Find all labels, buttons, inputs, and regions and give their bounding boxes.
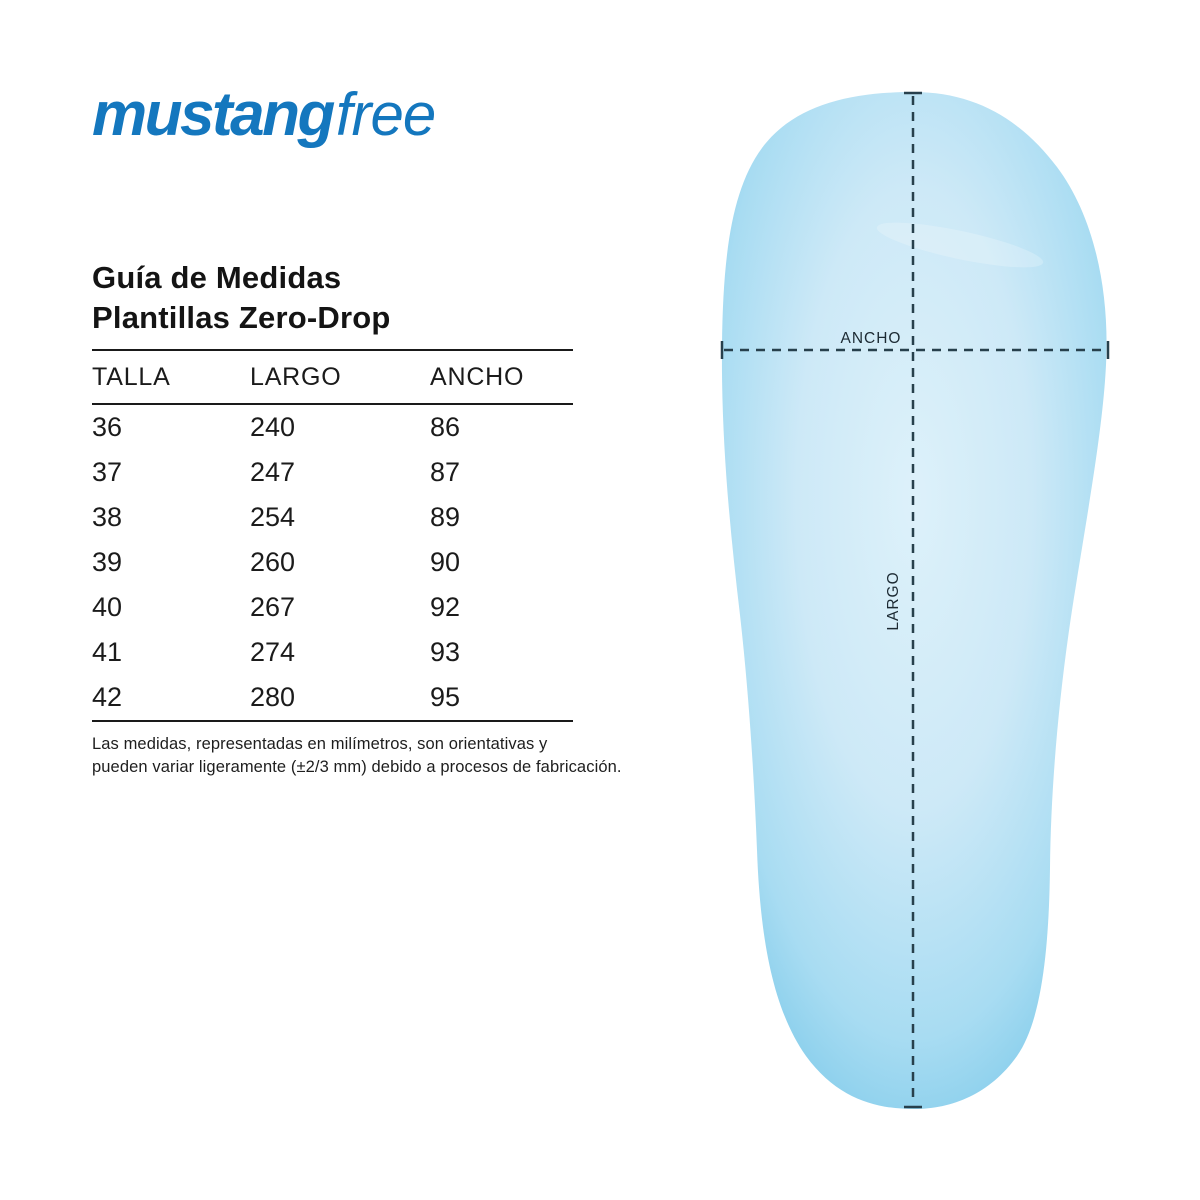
size-table-header-row: TALLA LARGO ANCHO	[92, 350, 573, 404]
cell-largo: 254	[250, 502, 296, 532]
column-header-largo: LARGO	[250, 362, 342, 391]
cell-talla: 40	[92, 592, 123, 622]
column-header-ancho: ANCHO	[430, 362, 525, 391]
measurement-disclaimer-line2: pueden variar ligeramente (±2/3 mm) debi…	[92, 758, 622, 776]
size-table: TALLA LARGO ANCHO 36 240 86 37 247 87 38…	[92, 349, 573, 722]
cell-talla: 42	[92, 682, 123, 712]
table-row: 39 260 90	[92, 540, 573, 585]
cell-ancho: 90	[430, 547, 461, 577]
dimension-end-ticks	[720, 91, 1110, 1109]
brand-logo: mustangfree	[92, 81, 436, 148]
cell-largo: 240	[250, 412, 296, 442]
cell-talla: 39	[92, 547, 123, 577]
column-header-talla: TALLA	[92, 362, 171, 391]
measurement-disclaimer-line1: Las medidas, representadas en milímetros…	[92, 735, 548, 753]
table-row: 41 274 93	[92, 630, 573, 675]
measurement-disclaimer: Las medidas, representadas en milímetros…	[92, 733, 622, 779]
cell-ancho: 86	[430, 412, 461, 442]
page-title-line2: Plantillas Zero-Drop	[92, 300, 391, 335]
cell-talla: 37	[92, 457, 123, 487]
cell-largo: 274	[250, 637, 296, 667]
cell-ancho: 93	[430, 637, 461, 667]
table-row: 42 280 95	[92, 675, 573, 721]
page-title: Guía de Medidas Plantillas Zero-Drop	[92, 258, 391, 338]
ancho-label: ANCHO	[841, 330, 902, 347]
page-title-line1: Guía de Medidas	[92, 260, 342, 295]
table-row: 40 267 92	[92, 585, 573, 630]
cell-largo: 267	[250, 592, 296, 622]
table-row: 36 240 86	[92, 404, 573, 450]
cell-talla: 36	[92, 412, 123, 442]
cell-ancho: 95	[430, 682, 461, 712]
largo-label: LARGO	[885, 571, 902, 630]
cell-ancho: 89	[430, 502, 461, 532]
brand-logo-bold: mustang	[92, 80, 335, 149]
cell-ancho: 92	[430, 592, 461, 622]
cell-talla: 38	[92, 502, 123, 532]
brand-logo-light: free	[335, 81, 436, 148]
insole-highlight	[876, 222, 1044, 268]
table-row: 38 254 89	[92, 495, 573, 540]
cell-largo: 260	[250, 547, 296, 577]
cell-largo: 280	[250, 682, 296, 712]
cell-talla: 41	[92, 637, 123, 667]
table-row: 37 247 87	[92, 450, 573, 495]
cell-ancho: 87	[430, 457, 461, 487]
cell-largo: 247	[250, 457, 296, 487]
